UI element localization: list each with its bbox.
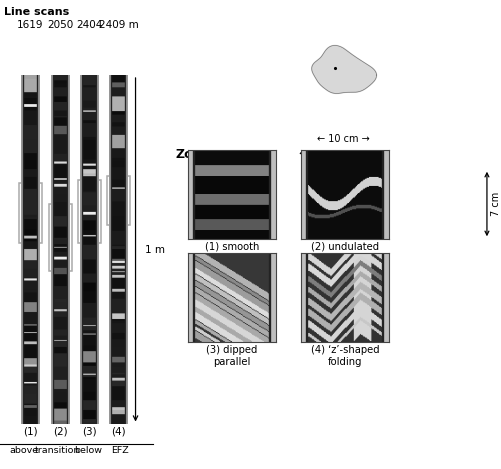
Bar <box>19 183 42 243</box>
Text: (3): (3) <box>82 427 97 437</box>
Text: 1619: 1619 <box>17 20 43 30</box>
Text: (1): (1) <box>23 427 38 437</box>
Text: (4) ‘z’-shaped
folding: (4) ‘z’-shaped folding <box>310 345 379 367</box>
Text: below: below <box>74 446 102 455</box>
Text: EFZ: EFZ <box>111 446 129 455</box>
Text: (2) undulated: (2) undulated <box>311 242 378 251</box>
Bar <box>78 180 101 243</box>
Text: 2404: 2404 <box>76 20 102 30</box>
Polygon shape <box>311 45 376 93</box>
Text: ← 10 cm →: ← 10 cm → <box>317 134 370 144</box>
Text: 2409 m: 2409 m <box>98 20 138 30</box>
Bar <box>107 176 130 225</box>
Text: 7 cm: 7 cm <box>490 192 500 216</box>
Text: (2): (2) <box>53 427 68 437</box>
Bar <box>49 204 72 271</box>
Text: 1 m: 1 m <box>144 245 164 255</box>
Text: Zoom: Zoom <box>175 148 214 161</box>
Text: above: above <box>10 446 39 455</box>
Text: (4): (4) <box>111 427 126 437</box>
Text: 2050: 2050 <box>47 20 73 30</box>
Text: transition: transition <box>35 446 80 455</box>
Text: Line scans: Line scans <box>4 7 69 17</box>
Text: (1) smooth
parallel: (1) smooth parallel <box>204 242 259 264</box>
Text: (3) dipped
parallel: (3) dipped parallel <box>206 345 258 367</box>
